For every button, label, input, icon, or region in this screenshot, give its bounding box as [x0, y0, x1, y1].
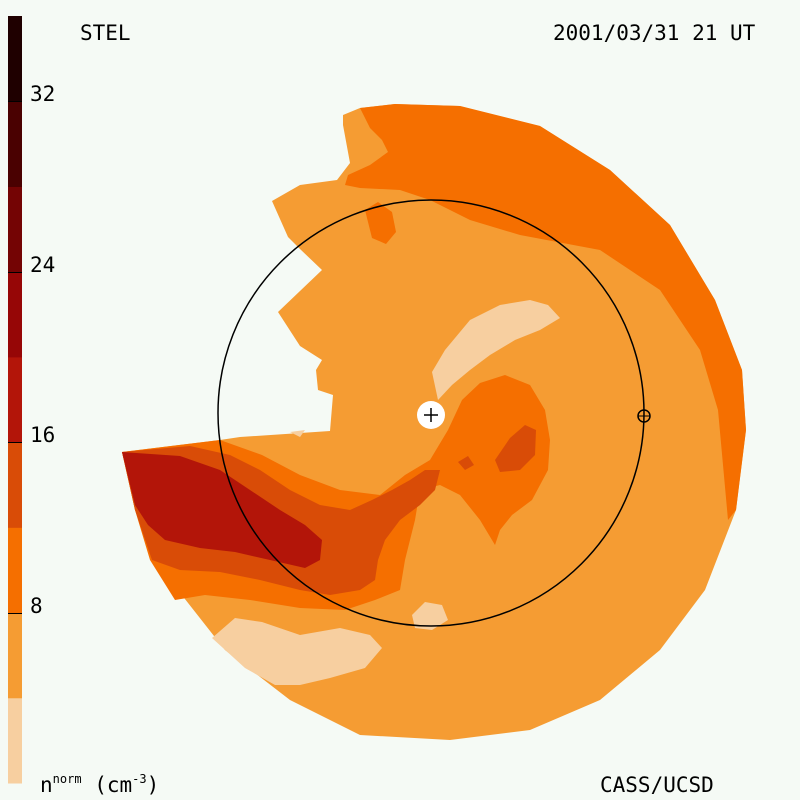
density-region-top-notch [365, 202, 396, 244]
density-region-light-bottom [212, 618, 382, 685]
colorbar-tick-mark [8, 101, 22, 102]
unit-close: ) [146, 773, 160, 797]
credit-label: CASS/UCSD [600, 773, 714, 797]
colorbar-tick-mark [8, 272, 22, 273]
colorbar-level-2 [8, 527, 22, 614]
unit-open: (cm [94, 773, 133, 797]
unit-base: n [40, 773, 53, 797]
colorbar-level-3 [8, 442, 22, 528]
density-region-small-core [458, 456, 474, 470]
colorbar-level-1 [8, 612, 22, 699]
density-region-light-edge [290, 430, 305, 437]
unit-superscript: norm [52, 772, 82, 786]
density-region-light-center [432, 300, 560, 400]
colorbar-level-6 [8, 186, 22, 273]
instrument-label: STEL [80, 21, 131, 45]
unit-exponent: -3 [132, 772, 147, 786]
colorbar-level-8 [8, 16, 22, 102]
colorbar-tick-label: 32 [30, 82, 56, 106]
density-region-central-core [495, 425, 536, 472]
colorbar-level-7 [8, 101, 22, 187]
colorbar-tick-mark [8, 613, 22, 614]
colorbar-tick-mark [8, 442, 22, 443]
colorbar-level-5 [8, 271, 22, 358]
density-map [122, 104, 746, 740]
colorbar-tick-label: 16 [30, 423, 56, 447]
sun-marker [417, 401, 445, 429]
colorbar-tick-label: 8 [30, 594, 43, 618]
colorbar-unit-label: nnorm (cm-3) [40, 773, 159, 796]
density-region-light-small [412, 602, 448, 630]
colorbar-level-0 [8, 697, 22, 784]
datetime-label: 2001/03/31 21 UT [553, 21, 756, 45]
earth-marker [637, 409, 651, 423]
colorbar-level-4 [8, 356, 22, 443]
density-region-upper-right [345, 104, 746, 520]
colorbar [8, 16, 22, 784]
colorbar-tick-label: 24 [30, 253, 56, 277]
density-region-lower-left-peak [122, 452, 322, 568]
